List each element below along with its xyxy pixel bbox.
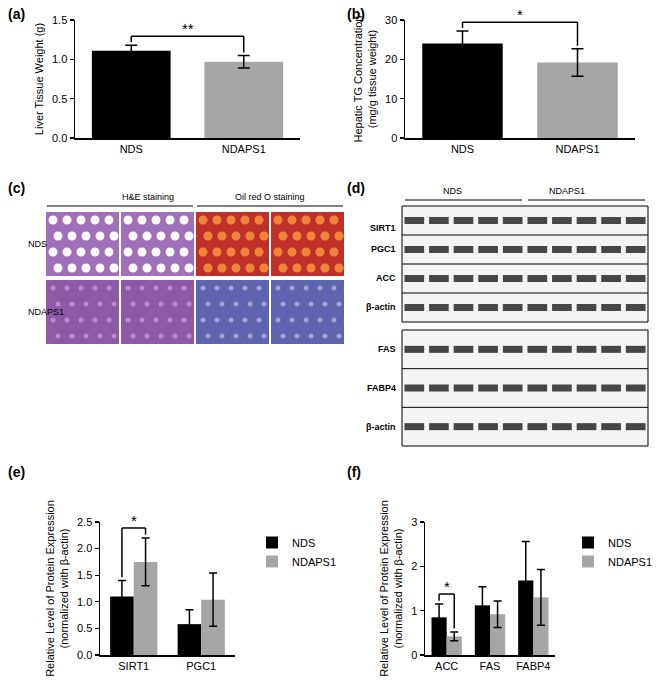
- svg-text:β-actin: β-actin: [366, 422, 396, 432]
- svg-text:NDAPS1: NDAPS1: [28, 307, 64, 317]
- svg-text:(f): (f): [347, 464, 361, 480]
- svg-text:β-actin: β-actin: [366, 302, 396, 312]
- svg-text:0: 0: [391, 132, 397, 144]
- svg-text:(e): (e): [8, 464, 25, 480]
- svg-text:**: **: [182, 20, 194, 37]
- svg-text:0.0: 0.0: [52, 132, 67, 144]
- svg-text:Oil red O staining: Oil red O staining: [235, 192, 305, 202]
- svg-text:1.0: 1.0: [77, 596, 92, 608]
- svg-text:NDAPS1: NDAPS1: [222, 143, 266, 155]
- svg-text:SIRT1: SIRT1: [370, 223, 396, 233]
- svg-text:PGC1: PGC1: [371, 244, 396, 254]
- svg-text:10: 10: [385, 93, 397, 105]
- svg-text:(a): (a): [8, 6, 25, 22]
- svg-text:0.5: 0.5: [52, 93, 67, 105]
- svg-text:*: *: [517, 6, 523, 23]
- svg-text:3: 3: [411, 516, 417, 528]
- svg-text:1.0: 1.0: [52, 53, 67, 65]
- svg-text:NDS: NDS: [451, 143, 474, 155]
- svg-text:FAS: FAS: [378, 344, 396, 354]
- svg-text:20: 20: [385, 53, 397, 65]
- svg-text:NDS: NDS: [608, 537, 631, 549]
- svg-text:(c): (c): [8, 180, 25, 196]
- svg-text:NDS: NDS: [443, 186, 462, 196]
- svg-text:H&E staining: H&E staining: [122, 192, 174, 202]
- svg-text:1.5: 1.5: [52, 14, 67, 26]
- svg-text:*: *: [131, 512, 137, 529]
- svg-text:NDS: NDS: [120, 143, 143, 155]
- svg-text:NDS: NDS: [28, 239, 47, 249]
- svg-text:(b): (b): [347, 6, 365, 22]
- svg-text:ACC: ACC: [376, 273, 396, 283]
- svg-text:0: 0: [411, 649, 417, 661]
- svg-text:FAS: FAS: [480, 660, 501, 672]
- svg-text:FABP4: FABP4: [516, 660, 550, 672]
- svg-text:FABP4: FABP4: [367, 383, 396, 393]
- svg-text:0.0: 0.0: [77, 649, 92, 661]
- svg-text:NDAPS1: NDAPS1: [292, 556, 336, 568]
- svg-text:PGC1: PGC1: [186, 660, 216, 672]
- svg-text:SIRT1: SIRT1: [118, 660, 149, 672]
- svg-text:NDAPS1: NDAPS1: [555, 143, 599, 155]
- svg-text:30: 30: [385, 14, 397, 26]
- svg-text:Relative Level of Protein Expr: Relative Level of Protein Expression(nor…: [44, 500, 70, 677]
- svg-text:Hepatic TG Concentration(mg/g: Hepatic TG Concentration(mg/g tissue wei…: [352, 16, 378, 143]
- svg-text:NDS: NDS: [292, 537, 315, 549]
- svg-text:Relative Level of Protein Expr: Relative Level of Protein Expression(nor…: [378, 500, 404, 677]
- svg-text:2: 2: [411, 560, 417, 572]
- svg-text:NDAPS1: NDAPS1: [608, 556, 652, 568]
- svg-text:ACC: ACC: [435, 660, 458, 672]
- svg-text:0.5: 0.5: [77, 622, 92, 634]
- svg-text:*: *: [444, 578, 450, 595]
- svg-text:NDAPS1: NDAPS1: [549, 186, 585, 196]
- svg-text:1.5: 1.5: [77, 569, 92, 581]
- svg-text:(d): (d): [347, 180, 365, 196]
- svg-text:1: 1: [411, 605, 417, 617]
- svg-text:2.5: 2.5: [77, 516, 92, 528]
- svg-text:2.0: 2.0: [77, 542, 92, 554]
- svg-text:Liver Tissue Weight (g): Liver Tissue Weight (g): [33, 23, 45, 135]
